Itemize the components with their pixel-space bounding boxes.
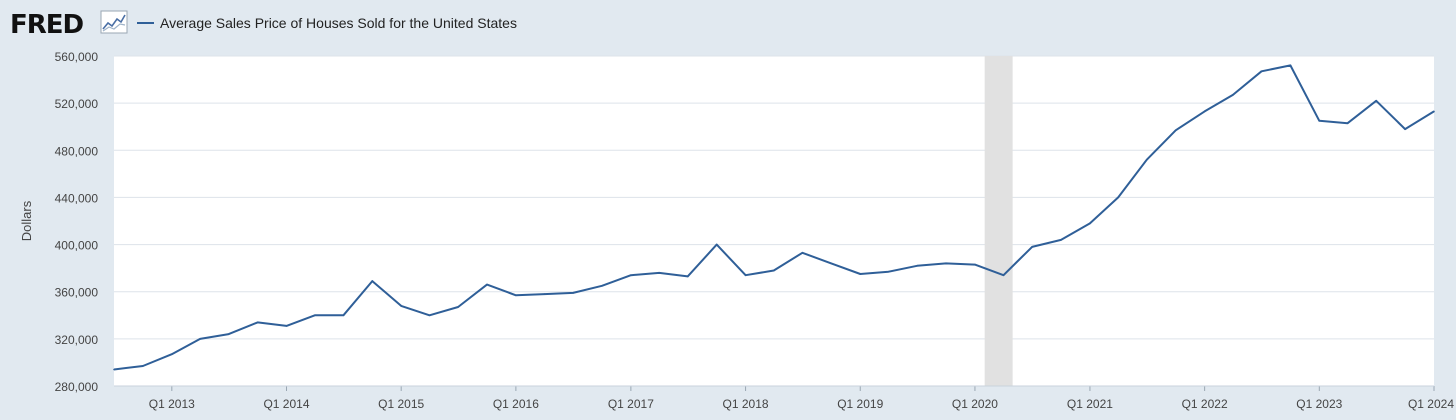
data-point[interactable] [142, 365, 144, 367]
data-point[interactable] [113, 368, 115, 371]
data-point[interactable] [171, 353, 173, 356]
series-group [113, 64, 1435, 371]
data-point[interactable] [1174, 129, 1177, 132]
data-point[interactable] [256, 321, 259, 324]
y-tick-label: 280,000 [55, 380, 99, 394]
data-point[interactable] [1289, 64, 1292, 67]
data-point[interactable] [543, 293, 546, 295]
data-point[interactable] [1089, 222, 1091, 225]
data-point[interactable] [859, 273, 862, 275]
data-point[interactable] [1346, 122, 1349, 124]
x-tick-label: Q1 2023 [1296, 397, 1342, 411]
plot-area [114, 56, 1434, 386]
data-point[interactable] [428, 314, 431, 317]
data-point[interactable] [1433, 110, 1435, 113]
data-point[interactable] [715, 243, 718, 246]
data-point[interactable] [285, 325, 288, 327]
data-point[interactable] [1203, 110, 1206, 113]
data-point[interactable] [199, 338, 201, 340]
data-point[interactable] [1002, 274, 1005, 277]
data-point[interactable] [515, 294, 517, 297]
data-point[interactable] [830, 262, 833, 265]
data-point[interactable] [314, 314, 316, 317]
y-tick-label: 560,000 [55, 50, 99, 64]
x-tick-label: Q1 2015 [378, 397, 424, 411]
x-axis: Q1 2013 Q1 2014 Q1 2015 Q1 2016 Q1 2017 Q1 20… [149, 386, 1454, 411]
data-point[interactable] [1232, 94, 1234, 96]
fred-logo: FRED [10, 10, 128, 40]
recession-band [984, 56, 1013, 386]
data-point[interactable] [400, 305, 403, 307]
x-tick-label: Q1 2022 [1182, 397, 1228, 411]
line-chart-icon [100, 10, 128, 34]
data-point[interactable] [1260, 70, 1263, 73]
data-point[interactable] [630, 274, 632, 277]
y-axis: 280,000 320,000 360,000 400,000 440,000 480,0… [55, 50, 99, 394]
data-point[interactable] [486, 283, 488, 286]
y-tick-label: 400,000 [55, 239, 99, 253]
data-point[interactable] [1146, 158, 1148, 161]
x-tick-label: Q1 2014 [263, 397, 309, 411]
data-point[interactable] [887, 270, 890, 273]
x-tick-label: Q1 2021 [1067, 397, 1113, 411]
grid-lines [114, 55, 1434, 340]
legend-label: Average Sales Price of Houses Sold for t… [160, 15, 517, 31]
data-point[interactable] [773, 269, 775, 272]
x-tick-label: Q1 2024 [1408, 397, 1454, 411]
data-point[interactable] [371, 280, 374, 282]
y-tick-label: 320,000 [55, 333, 99, 347]
data-point[interactable] [457, 306, 459, 308]
data-point[interactable] [1318, 120, 1321, 122]
y-tick-label: 480,000 [55, 144, 99, 158]
data-point[interactable] [744, 274, 747, 277]
data-point[interactable] [601, 285, 603, 287]
x-tick-label: Q1 2018 [723, 397, 769, 411]
data-point[interactable] [1404, 128, 1406, 130]
y-axis-title: Dollars [19, 200, 34, 241]
data-point[interactable] [1060, 239, 1062, 241]
x-tick-label: Q1 2013 [149, 397, 195, 411]
x-tick-label: Q1 2019 [837, 397, 883, 411]
data-point[interactable] [1375, 100, 1377, 102]
x-tick-label: Q1 2017 [608, 397, 654, 411]
logo-text: FRED [10, 10, 84, 40]
x-tick-label: Q1 2020 [952, 397, 998, 411]
data-point[interactable] [1117, 196, 1119, 199]
y-tick-label: 360,000 [55, 286, 99, 300]
data-point[interactable] [1031, 246, 1033, 248]
data-point[interactable] [974, 263, 976, 266]
data-point[interactable] [686, 275, 689, 278]
data-point[interactable] [342, 314, 345, 317]
data-point[interactable] [916, 265, 918, 267]
data-point[interactable] [801, 252, 804, 254]
data-point[interactable] [572, 292, 574, 294]
data-point[interactable] [945, 262, 947, 265]
y-tick-label: 520,000 [55, 97, 99, 111]
legend[interactable]: Average Sales Price of Houses Sold for t… [137, 15, 517, 31]
x-tick-label: Q1 2016 [493, 397, 539, 411]
data-point[interactable] [658, 272, 660, 274]
data-point[interactable] [227, 333, 230, 335]
y-tick-label: 440,000 [55, 191, 99, 205]
